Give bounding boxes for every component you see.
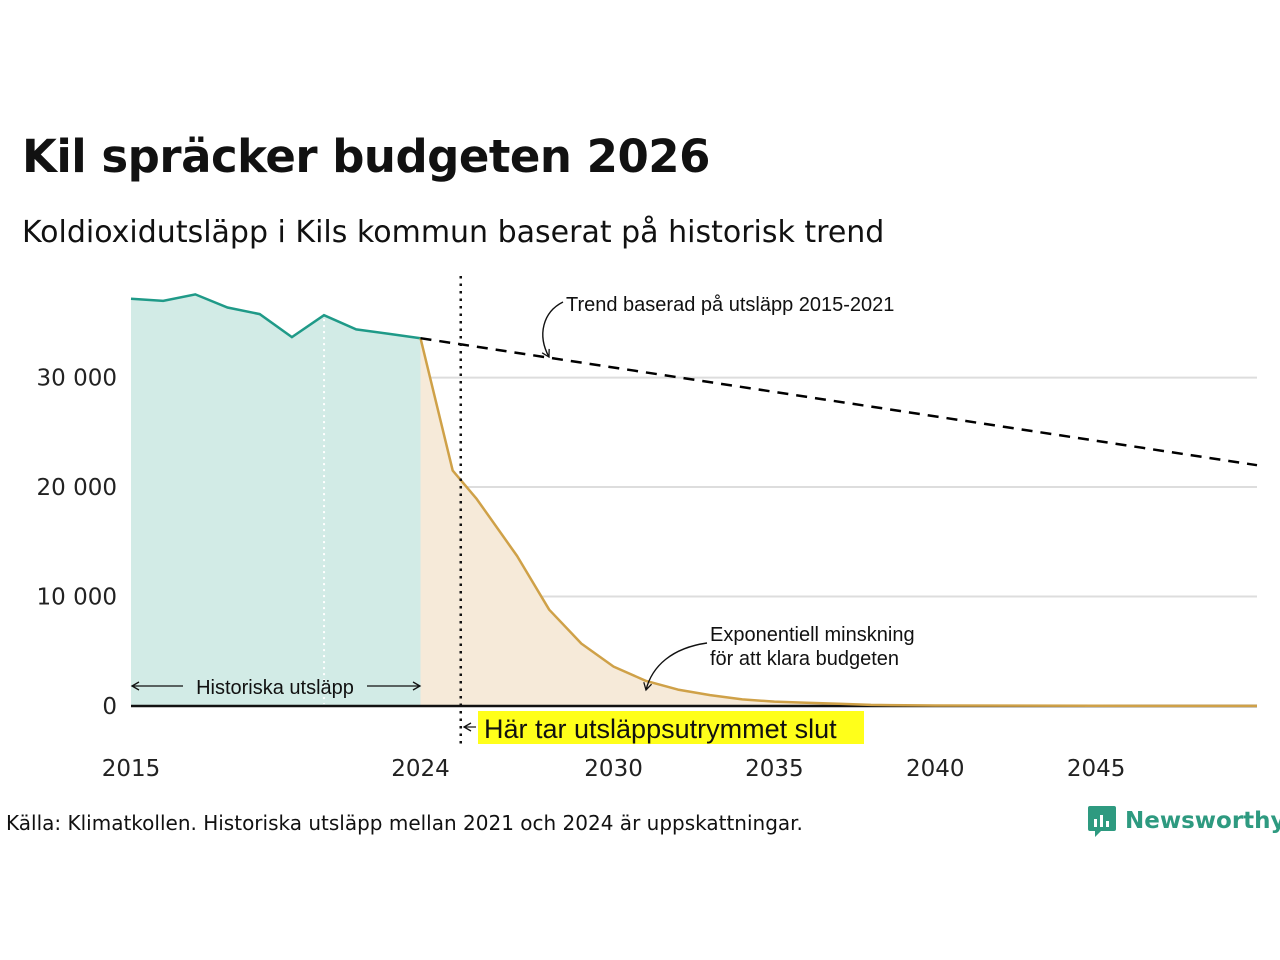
y-tick-label: 10 000	[37, 585, 117, 611]
historical-area	[131, 294, 421, 706]
annotation-exponential-1: Exponentiell minskning	[710, 624, 915, 646]
annotation-exponential-arrow	[643, 642, 708, 692]
x-tick-label: 2030	[584, 756, 643, 782]
x-tick-label: 2045	[1067, 756, 1126, 782]
newsworthy-logo-icon	[1088, 806, 1116, 837]
x-tick-label: 2040	[906, 756, 965, 782]
annotation-trend: Trend baserad på utsläpp 2015-2021	[566, 294, 894, 316]
reduction-area	[420, 338, 1257, 706]
annotation-historical: Historiska utsläpp	[196, 677, 354, 699]
emissions-chart: Trend baserad på utsläpp 2015-2021 Expon…	[37, 276, 1258, 782]
y-tick-label: 20 000	[37, 475, 117, 501]
annotation-trend-arrow	[541, 301, 564, 359]
annotation-budget-end: Här tar utsläppsutrymmet slut	[484, 714, 837, 744]
y-tick-label: 0	[102, 694, 117, 720]
annotation-exponential-2: för att klara budgeten	[710, 648, 899, 670]
reduction-line	[419, 337, 1258, 708]
trend-line	[420, 336, 1258, 467]
chart-title: Kil spräcker budgeten 2026	[22, 130, 710, 183]
x-tick-label: 2035	[745, 756, 804, 782]
budget-end-highlight	[478, 711, 864, 744]
x-tick-label: 2024	[391, 756, 450, 782]
historical-line	[130, 293, 421, 340]
y-tick-label: 30 000	[37, 366, 117, 392]
brand-name: Newsworthy	[1125, 808, 1280, 834]
x-tick-label: 2015	[102, 756, 161, 782]
chart-subtitle: Koldioxidutsläpp i Kils kommun baserat p…	[22, 215, 885, 250]
brand-logo: Newsworthy	[1087, 803, 1280, 839]
source-note: Källa: Klimatkollen. Historiska utsläpp …	[6, 811, 803, 835]
